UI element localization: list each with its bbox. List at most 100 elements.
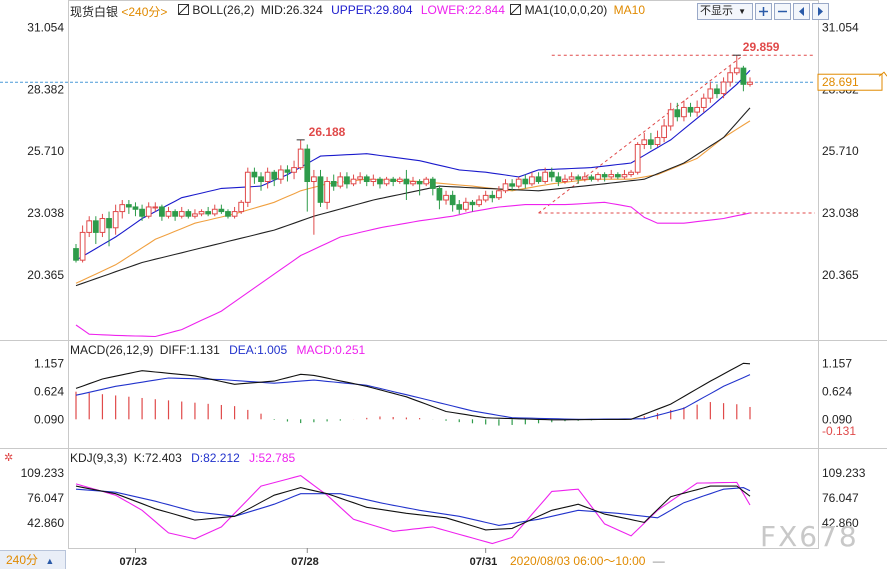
candle-body[interactable] bbox=[449, 194, 456, 206]
candle-body[interactable] bbox=[178, 211, 185, 217]
candle-body[interactable] bbox=[363, 176, 370, 183]
candle-body[interactable] bbox=[192, 213, 198, 217]
candle-body[interactable] bbox=[73, 248, 79, 261]
candle-body[interactable] bbox=[707, 88, 714, 99]
candle-body[interactable] bbox=[548, 171, 555, 178]
candle-body[interactable] bbox=[542, 171, 549, 183]
candle-body[interactable] bbox=[297, 148, 304, 169]
candle-body[interactable] bbox=[740, 67, 747, 85]
candle-body[interactable] bbox=[396, 178, 403, 183]
candle-body[interactable] bbox=[648, 139, 654, 145]
candle-body[interactable] bbox=[291, 167, 297, 173]
candle-body[interactable] bbox=[595, 174, 601, 180]
candle-body[interactable] bbox=[198, 211, 205, 215]
candle-body[interactable] bbox=[304, 148, 311, 183]
candle-body[interactable] bbox=[383, 178, 390, 185]
candle-body[interactable] bbox=[258, 176, 264, 183]
candle-body[interactable] bbox=[86, 220, 93, 233]
candle-body[interactable] bbox=[681, 106, 687, 118]
candle-body[interactable] bbox=[238, 201, 245, 213]
candle-body[interactable] bbox=[99, 218, 106, 233]
zoom-out-button[interactable] bbox=[774, 3, 791, 20]
boll-icon[interactable] bbox=[178, 4, 189, 15]
candle-body[interactable] bbox=[621, 174, 628, 178]
scroll-right-button[interactable] bbox=[812, 3, 829, 20]
candle-body[interactable] bbox=[614, 174, 621, 178]
candle-body[interactable] bbox=[211, 208, 218, 215]
ma-icon[interactable] bbox=[510, 4, 522, 15]
candle-body[interactable] bbox=[462, 201, 469, 210]
candle-body[interactable] bbox=[489, 194, 496, 199]
candle-body[interactable] bbox=[264, 171, 271, 183]
candle-body[interactable] bbox=[687, 106, 694, 113]
candle-body[interactable] bbox=[152, 206, 159, 209]
candle-body[interactable] bbox=[720, 81, 727, 95]
candle-body[interactable] bbox=[436, 187, 443, 201]
candle-body[interactable] bbox=[165, 211, 172, 217]
candle-body[interactable] bbox=[423, 178, 430, 185]
candle-body[interactable] bbox=[225, 211, 231, 217]
candle-body[interactable] bbox=[92, 220, 99, 233]
candle-body[interactable] bbox=[145, 206, 152, 217]
candle-body[interactable] bbox=[674, 109, 681, 118]
candle-body[interactable] bbox=[185, 211, 192, 217]
candle-body[interactable] bbox=[555, 176, 562, 183]
scroll-left-button[interactable] bbox=[793, 3, 810, 20]
candle-body[interactable] bbox=[125, 204, 132, 208]
candle-body[interactable] bbox=[79, 231, 86, 261]
candle-body[interactable] bbox=[522, 178, 529, 185]
candle-body[interactable] bbox=[172, 211, 178, 217]
candle-body[interactable] bbox=[324, 181, 330, 203]
candle-body[interactable] bbox=[608, 174, 615, 178]
candle-body[interactable] bbox=[277, 169, 284, 180]
candle-body[interactable] bbox=[311, 176, 317, 183]
candle-body[interactable] bbox=[714, 88, 720, 95]
candle-body[interactable] bbox=[509, 183, 515, 187]
candle-body[interactable] bbox=[139, 208, 145, 217]
candle-body[interactable] bbox=[469, 201, 476, 206]
candle-body[interactable] bbox=[119, 204, 126, 213]
candle-body[interactable] bbox=[443, 194, 449, 201]
candle-body[interactable] bbox=[231, 211, 238, 217]
candle-body[interactable] bbox=[667, 109, 674, 127]
candle-body[interactable] bbox=[496, 190, 502, 199]
candle-body[interactable] bbox=[429, 178, 436, 189]
candle-body[interactable] bbox=[727, 72, 734, 83]
candle-body[interactable] bbox=[159, 206, 165, 217]
candle-body[interactable] bbox=[515, 178, 522, 187]
hide-indicator-dropdown[interactable]: 不显示 ▼ bbox=[697, 3, 753, 20]
candle-body[interactable] bbox=[337, 176, 344, 187]
candle-body[interactable] bbox=[377, 178, 383, 185]
period-tab[interactable]: 240分 ▲ bbox=[0, 550, 66, 569]
candle-body[interactable] bbox=[502, 183, 509, 192]
candle-body[interactable] bbox=[529, 176, 535, 185]
candle-body[interactable] bbox=[370, 178, 377, 183]
candle-body[interactable] bbox=[284, 169, 291, 173]
candle-body[interactable] bbox=[562, 178, 568, 183]
candle-body[interactable] bbox=[628, 171, 634, 176]
candle-body[interactable] bbox=[251, 171, 258, 178]
zoom-in-button[interactable] bbox=[755, 3, 772, 20]
candle-body[interactable] bbox=[456, 204, 463, 210]
candle-body[interactable] bbox=[410, 181, 416, 185]
candle-body[interactable] bbox=[588, 176, 595, 180]
candle-body[interactable] bbox=[482, 194, 489, 201]
candle-body[interactable] bbox=[476, 199, 482, 206]
candle-body[interactable] bbox=[654, 137, 661, 145]
candle-body[interactable] bbox=[244, 171, 251, 203]
candle-body[interactable] bbox=[416, 181, 423, 185]
candle-body[interactable] bbox=[344, 176, 350, 185]
candle-body[interactable] bbox=[747, 81, 753, 85]
candle-body[interactable] bbox=[350, 178, 357, 185]
candle-body[interactable] bbox=[317, 176, 324, 203]
candle-body[interactable] bbox=[330, 181, 337, 187]
candle-body[interactable] bbox=[112, 211, 119, 229]
candle-body[interactable] bbox=[581, 176, 588, 180]
candle-body[interactable] bbox=[218, 208, 225, 213]
candle-body[interactable] bbox=[575, 176, 582, 180]
candle-body[interactable] bbox=[641, 139, 648, 145]
candle-body[interactable] bbox=[661, 125, 667, 139]
candle-body[interactable] bbox=[403, 178, 410, 185]
candle-body[interactable] bbox=[106, 218, 112, 229]
